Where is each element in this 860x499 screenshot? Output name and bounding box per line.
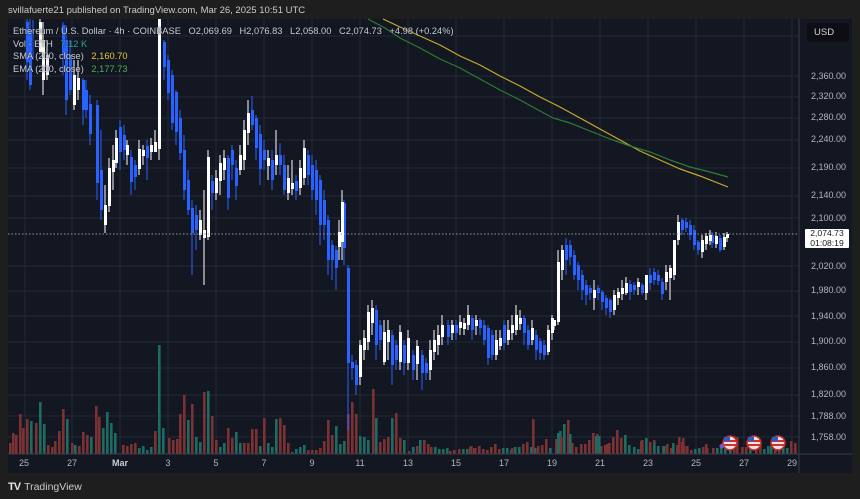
price-tick: 2,280.00 — [810, 112, 846, 122]
price-tick: 1,900.00 — [810, 336, 846, 346]
time-tick: 17 — [498, 458, 510, 468]
open-value: O2,069.69 — [188, 26, 232, 36]
volume-bars-right — [470, 419, 708, 454]
price-axis[interactable]: 2,360.00 2,320.00 2,280.00 2,240.00 2,19… — [799, 19, 852, 454]
bar-countdown: 01:08:19 — [810, 237, 844, 248]
time-tick: 13 — [402, 458, 414, 468]
time-tick-month: Mar — [111, 458, 129, 468]
time-axis[interactable]: 25 27 Mar 3 5 7 9 11 13 15 17 19 21 23 2… — [8, 454, 799, 473]
time-tick: 29 — [786, 458, 798, 468]
price-tick: 2,140.00 — [810, 190, 846, 200]
low-value: L2,058.00 — [290, 26, 332, 36]
price-tick: 1,788.00 — [810, 411, 846, 421]
symbol-name[interactable]: Ethereum / U.S. Dollar · 4h · COINBASE — [13, 26, 181, 36]
ema-label: EMA (200, close) — [13, 63, 84, 74]
volume-row[interactable]: Vol · ETH 7.12 K — [13, 38, 454, 51]
grid-lines — [8, 19, 799, 454]
last-price-value: 2,074.73 — [810, 228, 844, 238]
tradingview-logo-icon: TV — [8, 481, 21, 493]
candles — [26, 19, 729, 430]
time-tick: 27 — [66, 458, 78, 468]
chart-frame[interactable] — [8, 19, 852, 473]
price-tick: 2,100.00 — [810, 213, 846, 223]
price-tick: 2,360.00 — [810, 71, 846, 81]
time-tick: 21 — [594, 458, 606, 468]
ema-200-line — [367, 18, 729, 178]
sma-200-line — [382, 18, 729, 188]
time-tick: 25 — [690, 458, 702, 468]
time-tick: 11 — [355, 458, 365, 468]
price-tick: 1,980.00 — [810, 285, 846, 295]
high-value: H2,076.83 — [239, 26, 283, 36]
volume-label: Vol · ETH — [13, 38, 53, 49]
time-tick: 19 — [546, 458, 558, 468]
time-tick: 25 — [18, 458, 30, 468]
price-tick: 2,240.00 — [810, 134, 846, 144]
price-tick: 1,820.00 — [810, 389, 846, 399]
close-value: C2,074.73 — [338, 26, 382, 36]
symbol-ohlc-row: Ethereum / U.S. Dollar · 4h · COINBASE O… — [13, 25, 454, 38]
price-tick: 2,190.00 — [810, 162, 846, 172]
change-value: +4.98 (+0.24%) — [389, 26, 454, 36]
published-by-text: svillafuerte21 published on TradingView.… — [8, 5, 306, 16]
price-tick: 1,940.00 — [810, 311, 846, 321]
sma-value: 2,160.70 — [91, 51, 128, 61]
ema-row[interactable]: EMA (200, close) 2,177.73 — [13, 63, 454, 76]
price-tick: 1,860.00 — [810, 362, 846, 372]
last-price-label: 2,074.73 01:08:19 — [805, 228, 849, 248]
event-markers[interactable] — [719, 435, 786, 451]
price-tick: 2,320.00 — [810, 91, 846, 101]
sma-row[interactable]: SMA (200, close) 2,160.70 — [13, 50, 454, 63]
time-tick: 5 — [213, 458, 219, 468]
ema-value: 2,177.73 — [91, 63, 128, 74]
sma-label: SMA (200, close) — [13, 51, 84, 61]
publish-header: svillafuerte21 published on TradingView.… — [0, 0, 860, 19]
volume-value: 7.12 K — [60, 38, 88, 49]
footer-branding[interactable]: TV TradingView — [8, 479, 82, 495]
price-tick: 1,758.00 — [810, 432, 846, 442]
dividend-marker-icon — [719, 443, 725, 449]
price-tick: 2,020.00 — [810, 261, 846, 271]
brand-name: TradingView — [24, 481, 82, 493]
time-tick: 23 — [642, 458, 654, 468]
chart-legend: Ethereum / U.S. Dollar · 4h · COINBASE O… — [13, 25, 454, 75]
time-tick: 15 — [450, 458, 462, 468]
time-tick: 3 — [165, 458, 171, 468]
time-tick: 9 — [309, 458, 315, 468]
time-tick: 27 — [738, 458, 750, 468]
currency-button[interactable]: USD — [807, 23, 849, 42]
time-tick: 7 — [261, 458, 267, 468]
